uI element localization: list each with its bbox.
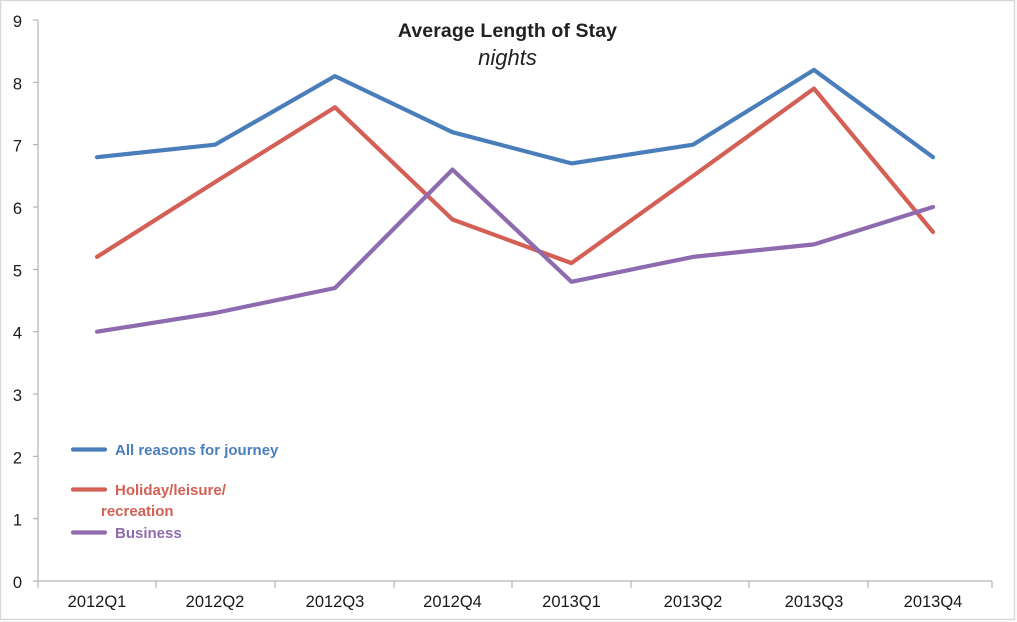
svg-text:6: 6 [13,200,22,218]
svg-text:2: 2 [13,449,22,467]
svg-text:All reasons for journey: All reasons for journey [115,442,279,459]
svg-text:2012Q3: 2012Q3 [306,593,365,611]
svg-text:Business: Business [115,525,182,542]
svg-text:2013Q1: 2013Q1 [542,593,601,611]
svg-text:recreation: recreation [101,503,174,520]
svg-text:2013Q2: 2013Q2 [664,593,723,611]
svg-text:5: 5 [13,262,22,280]
svg-text:3: 3 [13,387,22,405]
svg-text:2013Q4: 2013Q4 [904,593,963,611]
svg-text:2012Q2: 2012Q2 [186,593,245,611]
svg-text:1: 1 [13,512,22,530]
svg-text:8: 8 [13,75,22,93]
svg-text:2013Q3: 2013Q3 [785,593,844,611]
svg-text:2012Q4: 2012Q4 [423,593,482,611]
svg-text:Holiday/leisure/: Holiday/leisure/ [115,482,227,499]
svg-text:9: 9 [13,13,22,31]
svg-text:2012Q1: 2012Q1 [68,593,127,611]
svg-text:7: 7 [13,138,22,156]
svg-text:4: 4 [13,325,22,343]
svg-text:0: 0 [13,574,22,592]
